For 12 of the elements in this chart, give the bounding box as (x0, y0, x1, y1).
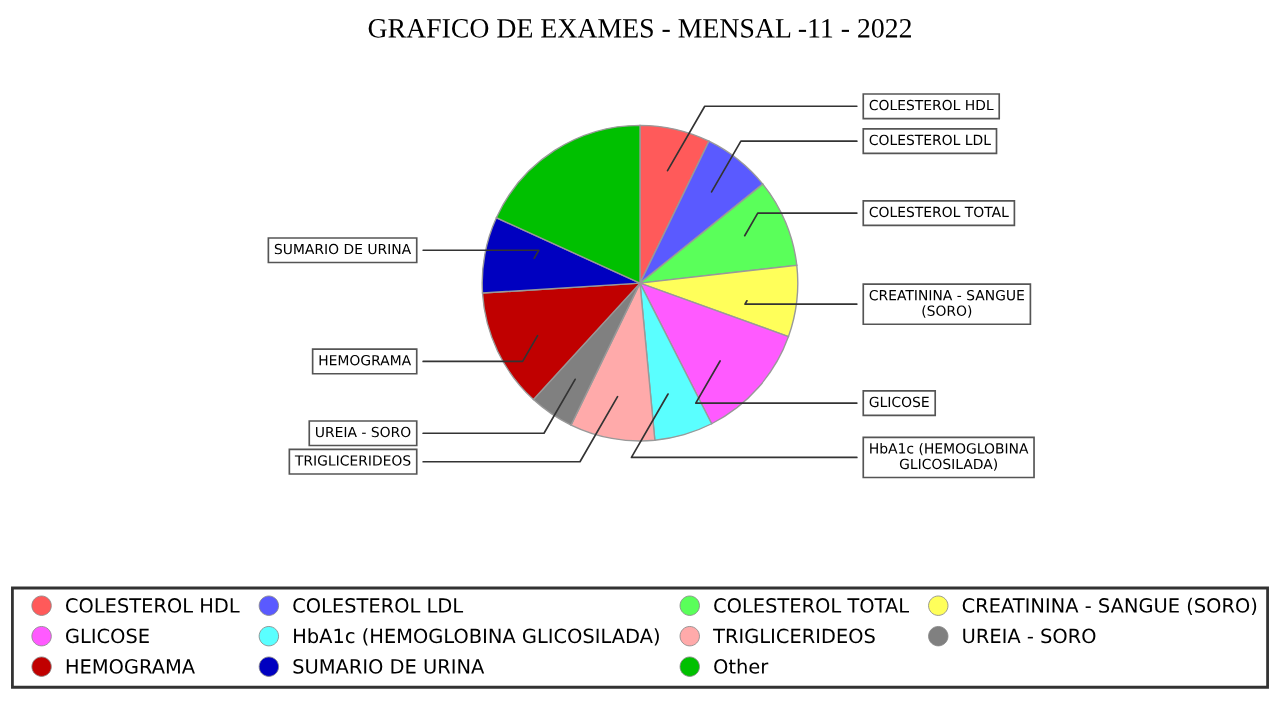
legend-label: HbA1c (HEMOGLOBINA GLICOSILADA) (294, 628, 659, 646)
legend-label: GLICOSE (66, 628, 149, 644)
legend-label: Other (714, 658, 769, 674)
legend-label: SUMARIO DE URINA (293, 659, 485, 674)
chart-title: GRAFICO DE EXAMES - MENSAL -11 - 2022 (368, 18, 911, 38)
legend-label: COLESTEROL LDL (293, 598, 464, 613)
legend-label: TRIGLICERIDEOS (713, 628, 875, 644)
legend-label: UREIA - SORO (963, 628, 1096, 644)
legend-label: CREATININA - SANGUE (SORO) (962, 597, 1257, 616)
legend-label: HEMOGRAMA (66, 659, 195, 674)
legend-label: COLESTEROL HDL (66, 598, 240, 613)
legend-label: COLESTEROL TOTAL (714, 598, 909, 613)
